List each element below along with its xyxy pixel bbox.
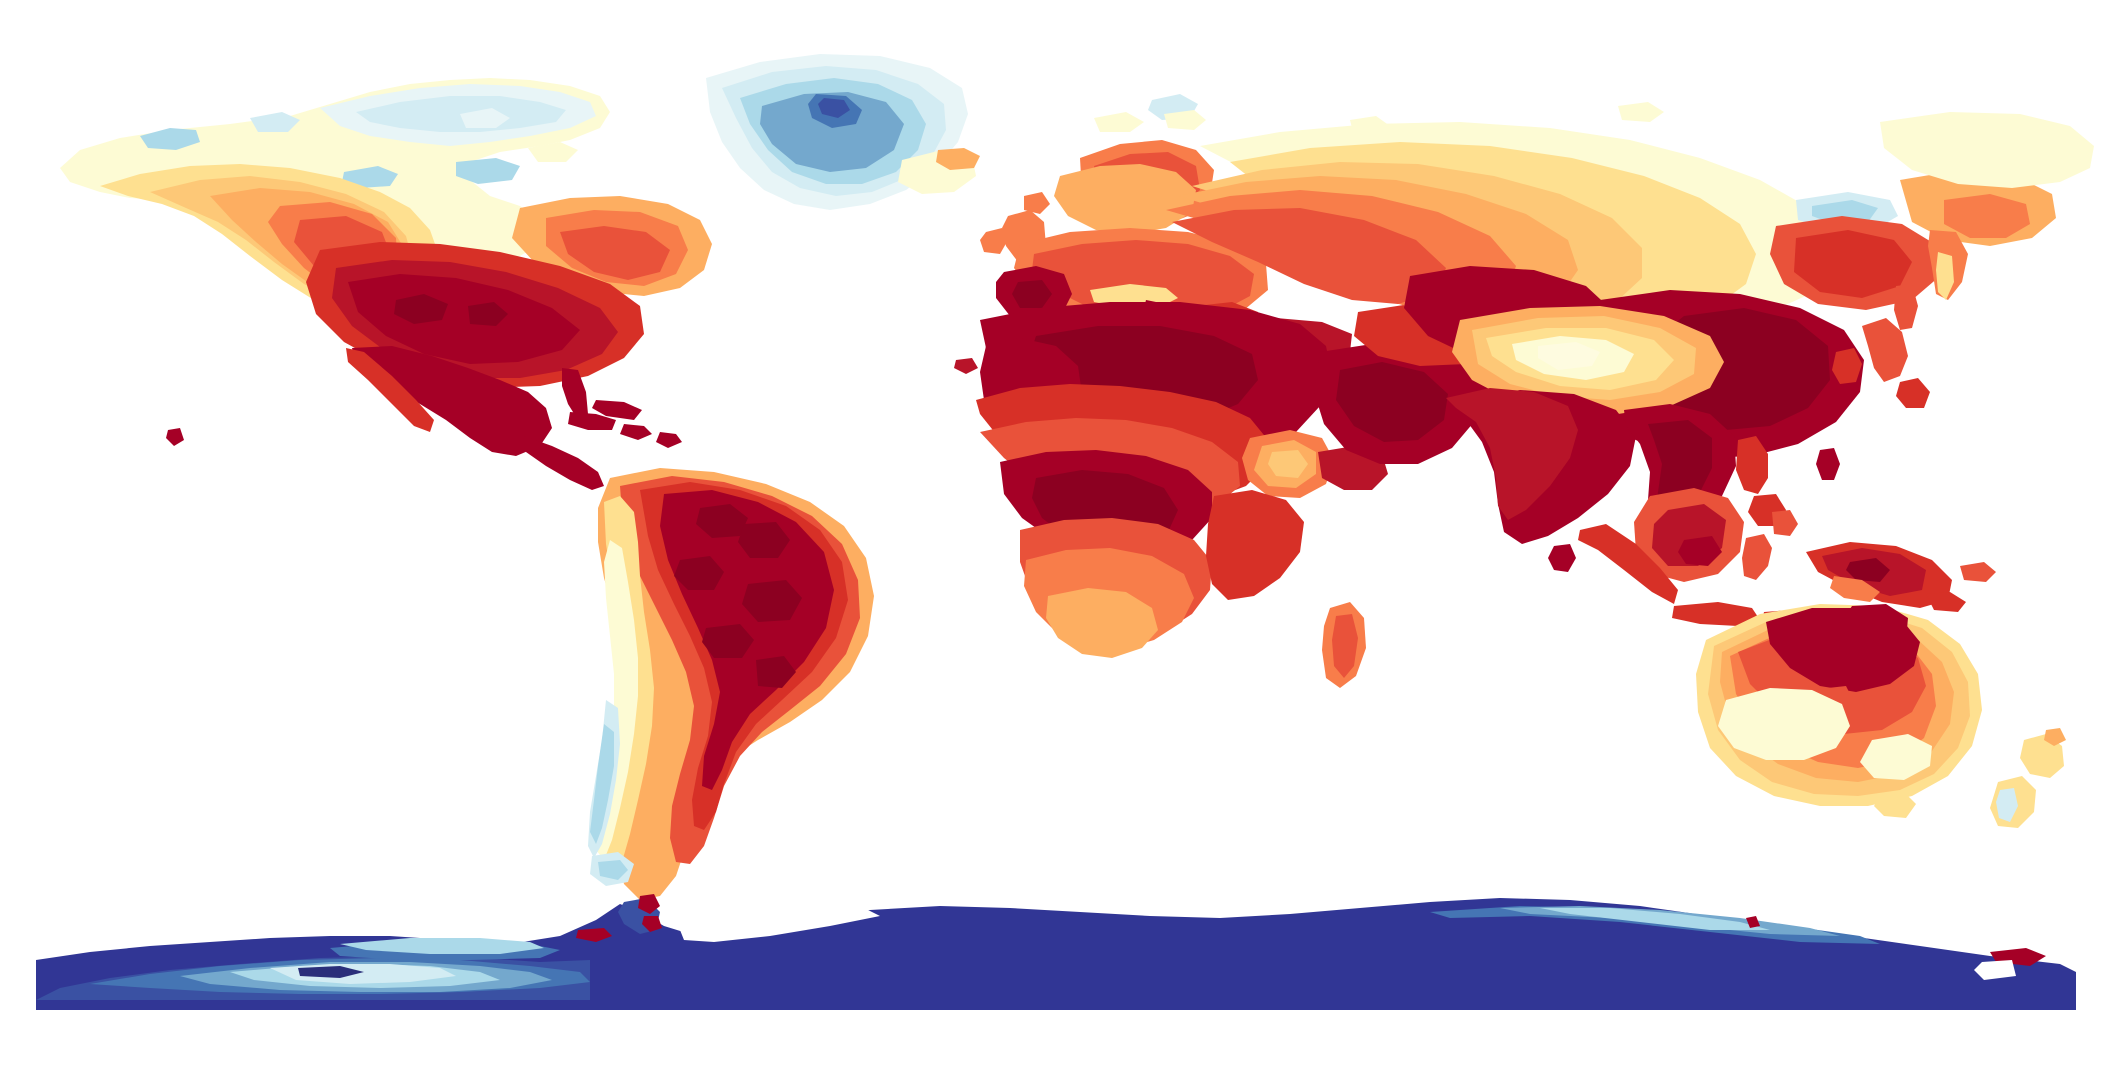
na-arctic-island-blue-2 [342,166,398,188]
nz-south-island-cool [1996,788,2018,822]
sa-patagonia-tip-blue [598,860,628,880]
na-us-darkspot-2 [468,302,508,326]
island-uk-north [1024,192,1050,214]
au-north-max2 [1844,604,1908,654]
au-tasmania [1874,792,1916,818]
ant-peninsula-red-2 [642,916,662,932]
region-africa [976,302,1388,688]
region-small-islands [166,94,1390,446]
ant-red-coast-1 [576,928,612,942]
af-east-coast [1206,490,1304,600]
na-us-max-southwest [348,274,580,364]
as-sri-lanka [1548,544,1576,572]
na-mexico [352,346,552,456]
mse-borneo-dark2 [1678,536,1722,566]
mse-sulawesi [1742,534,1772,580]
region-asia-north [1166,112,2094,364]
ant-notch-white [1974,960,2016,980]
region-south-america [588,468,874,900]
as-sakhalin [1894,284,1918,330]
sa-andes-patagonia-blue [590,724,614,844]
mse-java [1672,602,1760,626]
na-us-darkspot-1 [394,294,448,324]
na-central-america [524,436,604,490]
mse-sumatra [1578,524,1678,604]
as-india-verhot [1446,388,1578,520]
sa-amazon-darkspot-5 [702,624,754,658]
arctic-patch-6 [1618,102,1664,122]
arctic-patch-4 [460,108,510,128]
sa-amazon-darkspot-2 [738,522,790,558]
region-antarctica [36,894,2076,1010]
as-kamchatka-warm [1936,252,1954,300]
region-arctic-scatter [250,102,1664,174]
as-japan-2 [1896,378,1930,408]
sa-amazon-darkspot-6 [756,656,796,688]
eu-central-hotter [1032,240,1254,318]
mse-new-guinea-dark2 [1846,558,1890,582]
island-svalbard-yellow [1164,110,1206,130]
region-australia [1696,604,2066,828]
na-arctic-island-blue [140,128,200,150]
ant-east-shelf-light2 [1540,908,1770,930]
mse-philippines [1736,436,1768,494]
na-caribbean-islands [568,412,682,448]
as-russia-verhot [1172,208,1446,304]
arctic-patch-2 [528,142,578,162]
mse-philippines-3 [1772,510,1798,536]
ant-bay-white [680,906,880,942]
af-ethiopia-cool-core-2 [1268,450,1308,478]
ant-peninsula-red-1 [638,894,660,914]
region-europe [980,140,1352,362]
region-greenland [706,54,980,210]
arctic-patch-5 [1094,112,1144,132]
island-novaya-zemlya [1350,116,1390,138]
af-madagascar-hot [1332,614,1358,678]
as-japan [1862,318,1908,382]
eu-north-warm [1054,164,1196,234]
sa-amazon-darkspot-3 [674,556,724,590]
region-maritime-southeast-asia [1578,436,1996,628]
eu-ireland [980,228,1008,254]
as-korea [1832,348,1862,384]
arctic-patch-3 [250,112,300,132]
greenland-darkest-core [818,98,850,118]
na-east-hotter [560,226,670,280]
nz-north-tip [2044,728,2066,746]
island-canary [954,358,978,374]
na-mexico-baja [346,348,434,432]
au-south-pale [1718,688,1850,760]
ant-upper-shelf-light [340,938,544,954]
island-hawaii [166,428,184,446]
as-tibet-palest [1538,342,1600,370]
greenland-core-blue [760,92,904,172]
na-florida [562,368,588,420]
as-east-siberia-verhot [1794,230,1912,298]
as-kamchatka-hot [1944,194,2030,238]
as-chukotka-pale [1880,112,2094,188]
as-arctic-tundra-blue-2 [1812,200,1878,224]
sa-amazon-darkspot-1 [696,504,748,538]
ant-red-tiny [1746,916,1760,928]
au-southeast-pale [1860,734,1932,780]
af-south-tip-warm [1046,588,1158,658]
ant-darkspot-core [298,966,364,978]
me-arabia-dark [1336,362,1448,442]
as-taiwan [1816,448,1840,480]
sa-amazon-darkspot-4 [742,580,802,622]
region-north-america [60,78,712,490]
ant-east-shelf-blue [1430,906,1880,944]
na-arctic-island-blue-3 [456,158,520,184]
iceland [936,148,980,170]
mse-new-guinea-tail [1926,592,1966,612]
mse-new-guinea-orange [1830,576,1880,602]
eu-iberia-dark [1012,280,1052,308]
mse-new-britain [1960,562,1996,582]
island-cuba-extra [592,400,642,420]
arctic-patch-1 [398,154,448,174]
